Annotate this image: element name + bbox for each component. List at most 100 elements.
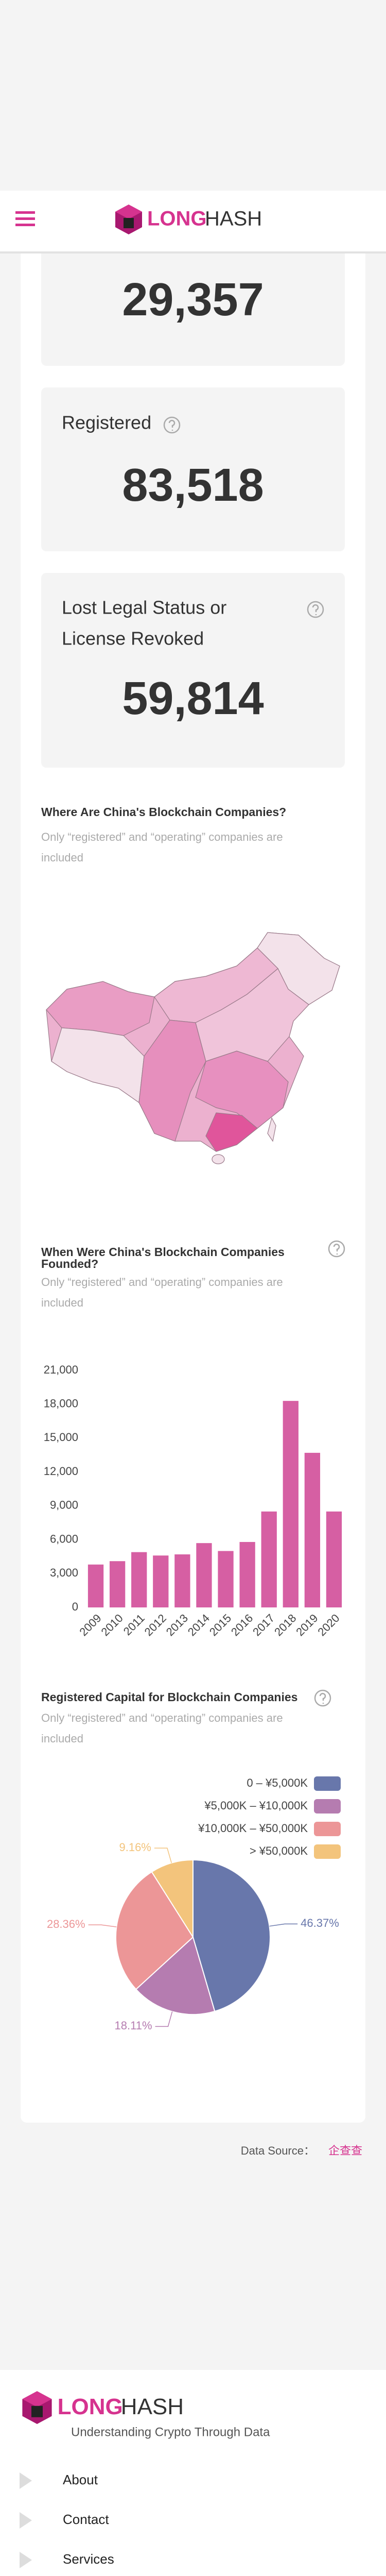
source-link[interactable]: 企查查 bbox=[328, 2144, 362, 2157]
legend-swatch bbox=[314, 1844, 341, 1859]
bar[interactable] bbox=[109, 1561, 126, 1607]
logo-icon bbox=[31, 2405, 43, 2417]
section-subtitle: included bbox=[41, 1296, 83, 1309]
bar[interactable] bbox=[261, 1511, 277, 1607]
legend-item[interactable]: > ¥50,000K bbox=[250, 1844, 341, 1859]
footer-link[interactable]: Contact bbox=[20, 2512, 109, 2529]
header bbox=[0, 191, 386, 252]
footer-link-text: Services bbox=[63, 2551, 114, 2567]
legend-item[interactable]: ¥10,000K – ¥50,000K bbox=[198, 1822, 341, 1836]
stat-value: 29,357 bbox=[122, 274, 264, 326]
y-tick-label: 0 bbox=[72, 1600, 78, 1613]
china-map bbox=[46, 932, 340, 1164]
menu-bar bbox=[15, 217, 35, 220]
stat-label: License Revoked bbox=[62, 628, 204, 649]
stat-card bbox=[41, 573, 345, 768]
section-subtitle: Only “registered” and “operating” compan… bbox=[41, 1276, 283, 1289]
bar[interactable] bbox=[239, 1541, 255, 1607]
section-subtitle: Only “registered” and “operating” compan… bbox=[41, 1711, 283, 1724]
bar[interactable] bbox=[174, 1554, 190, 1607]
stat-label: Registered bbox=[62, 412, 151, 433]
logo-icon bbox=[115, 205, 142, 219]
help-circle bbox=[328, 1240, 345, 1258]
footer-link[interactable]: About bbox=[20, 2472, 98, 2489]
data-label: 9.16% bbox=[119, 1841, 151, 1854]
legend-item[interactable]: ¥5,000K – ¥10,000K bbox=[204, 1799, 341, 1814]
section-subtitle: included bbox=[41, 1732, 83, 1745]
footer-arrow bbox=[20, 2512, 32, 2529]
bar[interactable] bbox=[304, 1452, 321, 1607]
stat-card bbox=[41, 216, 345, 366]
bar[interactable] bbox=[153, 1555, 169, 1607]
legend-swatch bbox=[314, 1822, 341, 1836]
y-tick-label: 21,000 bbox=[44, 1363, 78, 1376]
legend-item[interactable]: 0 – ¥5,000K bbox=[247, 1776, 341, 1791]
section-title: When Were China's Blockchain Companies bbox=[41, 1245, 285, 1259]
legend-swatch bbox=[314, 1776, 341, 1791]
data-label: 18.11% bbox=[115, 2019, 152, 2032]
pie-slice[interactable] bbox=[192, 1859, 271, 2012]
bar[interactable] bbox=[87, 1564, 104, 1607]
y-tick-label: 6,000 bbox=[50, 1532, 78, 1545]
help-icon[interactable] bbox=[314, 1689, 331, 1707]
y-tick-label: 18,000 bbox=[44, 1397, 78, 1410]
bar[interactable] bbox=[131, 1552, 147, 1607]
legend-swatch bbox=[314, 1799, 341, 1814]
y-tick-label: 15,000 bbox=[44, 1431, 78, 1444]
footer bbox=[0, 2370, 386, 2576]
leader-line bbox=[88, 1924, 117, 1927]
legend-label: 0 – ¥5,000K bbox=[247, 1776, 308, 1789]
section-subtitle: included bbox=[41, 851, 83, 864]
bar[interactable] bbox=[218, 1551, 234, 1607]
help-icon[interactable] bbox=[163, 416, 181, 434]
leader-line bbox=[155, 2011, 173, 2027]
help-icon[interactable] bbox=[307, 601, 324, 618]
tagline: Understanding Crypto Through Data bbox=[71, 2425, 270, 2439]
data-label: 28.36% bbox=[47, 1918, 85, 1930]
section-title: Registered Capital for Blockchain Compan… bbox=[41, 1690, 297, 1704]
bar[interactable] bbox=[196, 1543, 212, 1607]
section-title: Founded? bbox=[41, 1257, 98, 1270]
data-label: 46.37% bbox=[301, 1917, 339, 1929]
stat-value: 83,518 bbox=[122, 460, 264, 511]
logo-text: HASH bbox=[205, 208, 262, 230]
bar[interactable] bbox=[326, 1511, 342, 1607]
logo-text: HASH bbox=[121, 2394, 184, 2419]
logo-icon bbox=[22, 2391, 52, 2407]
header-shadow bbox=[0, 251, 386, 253]
pie-slice[interactable] bbox=[135, 1936, 216, 2015]
section-subtitle: Only “registered” and “operating” compan… bbox=[41, 831, 283, 843]
pie-slice[interactable] bbox=[151, 1859, 194, 1939]
legend-label: ¥10,000K – ¥50,000K bbox=[198, 1822, 308, 1835]
stat-label: Lost Legal Status or bbox=[62, 597, 226, 618]
footer-link-text: Contact bbox=[63, 2512, 109, 2527]
menu-button[interactable] bbox=[15, 211, 35, 226]
source-label: Data Source： bbox=[241, 2144, 315, 2157]
logo-text: LONG bbox=[58, 2394, 123, 2419]
legend-label: > ¥50,000K bbox=[250, 1844, 308, 1857]
footer-arrow bbox=[20, 2472, 32, 2489]
menu-bar bbox=[15, 224, 35, 226]
legend-label: ¥5,000K – ¥10,000K bbox=[204, 1799, 308, 1812]
bar[interactable] bbox=[283, 1401, 299, 1607]
logo-icon bbox=[124, 218, 134, 228]
y-tick-label: 9,000 bbox=[50, 1499, 78, 1512]
footer-arrow bbox=[20, 2552, 32, 2568]
help-circle bbox=[314, 1689, 331, 1707]
footer-link[interactable]: Services bbox=[20, 2551, 114, 2568]
menu-bar bbox=[15, 211, 35, 214]
footer-link-text: About bbox=[63, 2472, 98, 2487]
leader-line bbox=[269, 1923, 298, 1927]
help-mark bbox=[333, 1243, 340, 1255]
y-tick-label: 3,000 bbox=[50, 1566, 78, 1579]
help-icon[interactable] bbox=[328, 1240, 345, 1258]
stat-card bbox=[41, 387, 345, 551]
help-mark bbox=[319, 1692, 326, 1704]
y-tick-label: 12,000 bbox=[44, 1465, 78, 1478]
section-title: Where Are China's Blockchain Companies? bbox=[41, 805, 286, 819]
logo-text: LONG bbox=[147, 208, 207, 230]
